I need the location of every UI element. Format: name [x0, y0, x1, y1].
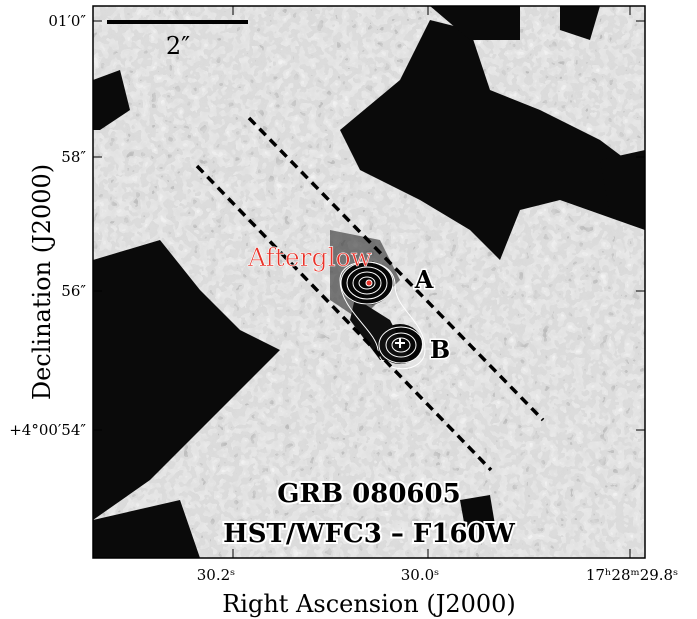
axis-ticks: [93, 6, 645, 558]
afterglow-marker: [365, 279, 373, 287]
xtick-label: 17ʰ28ᵐ29.8ˢ: [586, 566, 678, 584]
dark-regions: [93, 6, 645, 558]
afterglow-label: Afterglow: [247, 243, 373, 272]
scale-bar-label: 2″: [166, 32, 190, 60]
component-b-marker: [395, 338, 405, 348]
contours: [339, 261, 426, 370]
slit-lines: [195, 116, 545, 472]
plot-frame: [92, 5, 646, 559]
xtick-label: 30.0ˢ: [401, 566, 439, 584]
ytick-label: +4°00′54″: [9, 421, 86, 439]
x-axis-title: Right Ascension (J2000): [222, 590, 516, 618]
xtick-label: 30.2ˢ: [197, 566, 235, 584]
y-axis-title: Declination (J2000): [28, 164, 56, 400]
ytick-label: 58″: [61, 148, 86, 166]
label-a: A: [414, 265, 434, 294]
object-name: GRB 080605: [277, 479, 460, 509]
instrument-label: HST/WFC3 – F160W: [223, 519, 515, 549]
ytick-label: 01′0″: [48, 12, 86, 30]
label-b: B: [430, 335, 450, 364]
ytick-label: 56″: [61, 282, 86, 300]
